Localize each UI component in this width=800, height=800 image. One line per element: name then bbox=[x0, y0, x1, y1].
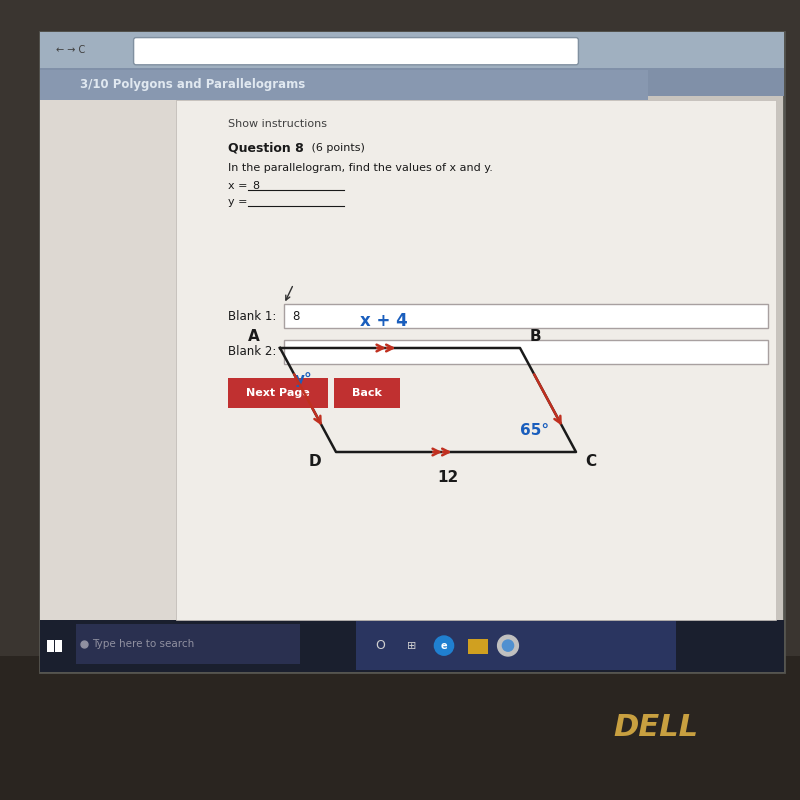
Text: y =: y = bbox=[228, 197, 247, 206]
Circle shape bbox=[498, 635, 518, 656]
FancyBboxPatch shape bbox=[47, 646, 54, 652]
Text: (6 points): (6 points) bbox=[308, 143, 365, 153]
FancyBboxPatch shape bbox=[176, 100, 776, 620]
Text: DELL: DELL bbox=[614, 714, 698, 742]
Text: Blank 2:: Blank 2: bbox=[228, 346, 276, 358]
FancyBboxPatch shape bbox=[55, 640, 62, 646]
FancyBboxPatch shape bbox=[468, 639, 488, 654]
Text: Back: Back bbox=[352, 388, 382, 398]
Text: C: C bbox=[586, 454, 597, 470]
Text: 8: 8 bbox=[292, 310, 299, 322]
Text: Show instructions: Show instructions bbox=[228, 119, 327, 129]
Text: Type here to search: Type here to search bbox=[92, 639, 194, 649]
FancyBboxPatch shape bbox=[40, 620, 72, 672]
Text: B: B bbox=[530, 329, 542, 344]
Circle shape bbox=[502, 640, 514, 651]
FancyBboxPatch shape bbox=[40, 32, 784, 96]
Circle shape bbox=[434, 636, 454, 655]
FancyBboxPatch shape bbox=[40, 32, 784, 68]
Text: 65°: 65° bbox=[520, 422, 549, 438]
Text: ← → C: ← → C bbox=[56, 45, 86, 54]
FancyBboxPatch shape bbox=[40, 70, 648, 100]
Text: Blank 1:: Blank 1: bbox=[228, 310, 276, 322]
Text: Next Page: Next Page bbox=[246, 388, 310, 398]
Text: e: e bbox=[441, 641, 447, 650]
FancyBboxPatch shape bbox=[40, 32, 784, 672]
Text: Question 8: Question 8 bbox=[228, 142, 304, 154]
Text: 8: 8 bbox=[252, 181, 259, 190]
FancyBboxPatch shape bbox=[40, 68, 784, 96]
Text: In the parallelogram, find the values of x and y.: In the parallelogram, find the values of… bbox=[228, 163, 493, 173]
FancyBboxPatch shape bbox=[134, 38, 578, 65]
Text: D: D bbox=[309, 454, 322, 470]
Text: 3/10 Polygons and Parallelograms: 3/10 Polygons and Parallelograms bbox=[80, 78, 306, 91]
FancyBboxPatch shape bbox=[334, 378, 400, 408]
FancyBboxPatch shape bbox=[55, 646, 62, 652]
Text: O: O bbox=[375, 639, 385, 652]
Text: x + 4: x + 4 bbox=[360, 313, 408, 330]
Text: ⊞: ⊞ bbox=[407, 641, 417, 650]
Text: y°: y° bbox=[294, 372, 312, 387]
FancyBboxPatch shape bbox=[47, 640, 54, 646]
FancyBboxPatch shape bbox=[76, 624, 300, 664]
FancyBboxPatch shape bbox=[284, 304, 768, 328]
FancyBboxPatch shape bbox=[284, 340, 768, 364]
FancyBboxPatch shape bbox=[40, 620, 784, 672]
FancyBboxPatch shape bbox=[356, 621, 676, 670]
FancyBboxPatch shape bbox=[228, 378, 328, 408]
Text: 12: 12 bbox=[438, 470, 458, 485]
Text: A: A bbox=[248, 329, 260, 344]
FancyBboxPatch shape bbox=[0, 656, 800, 800]
FancyBboxPatch shape bbox=[40, 100, 176, 620]
Text: x =: x = bbox=[228, 181, 247, 190]
